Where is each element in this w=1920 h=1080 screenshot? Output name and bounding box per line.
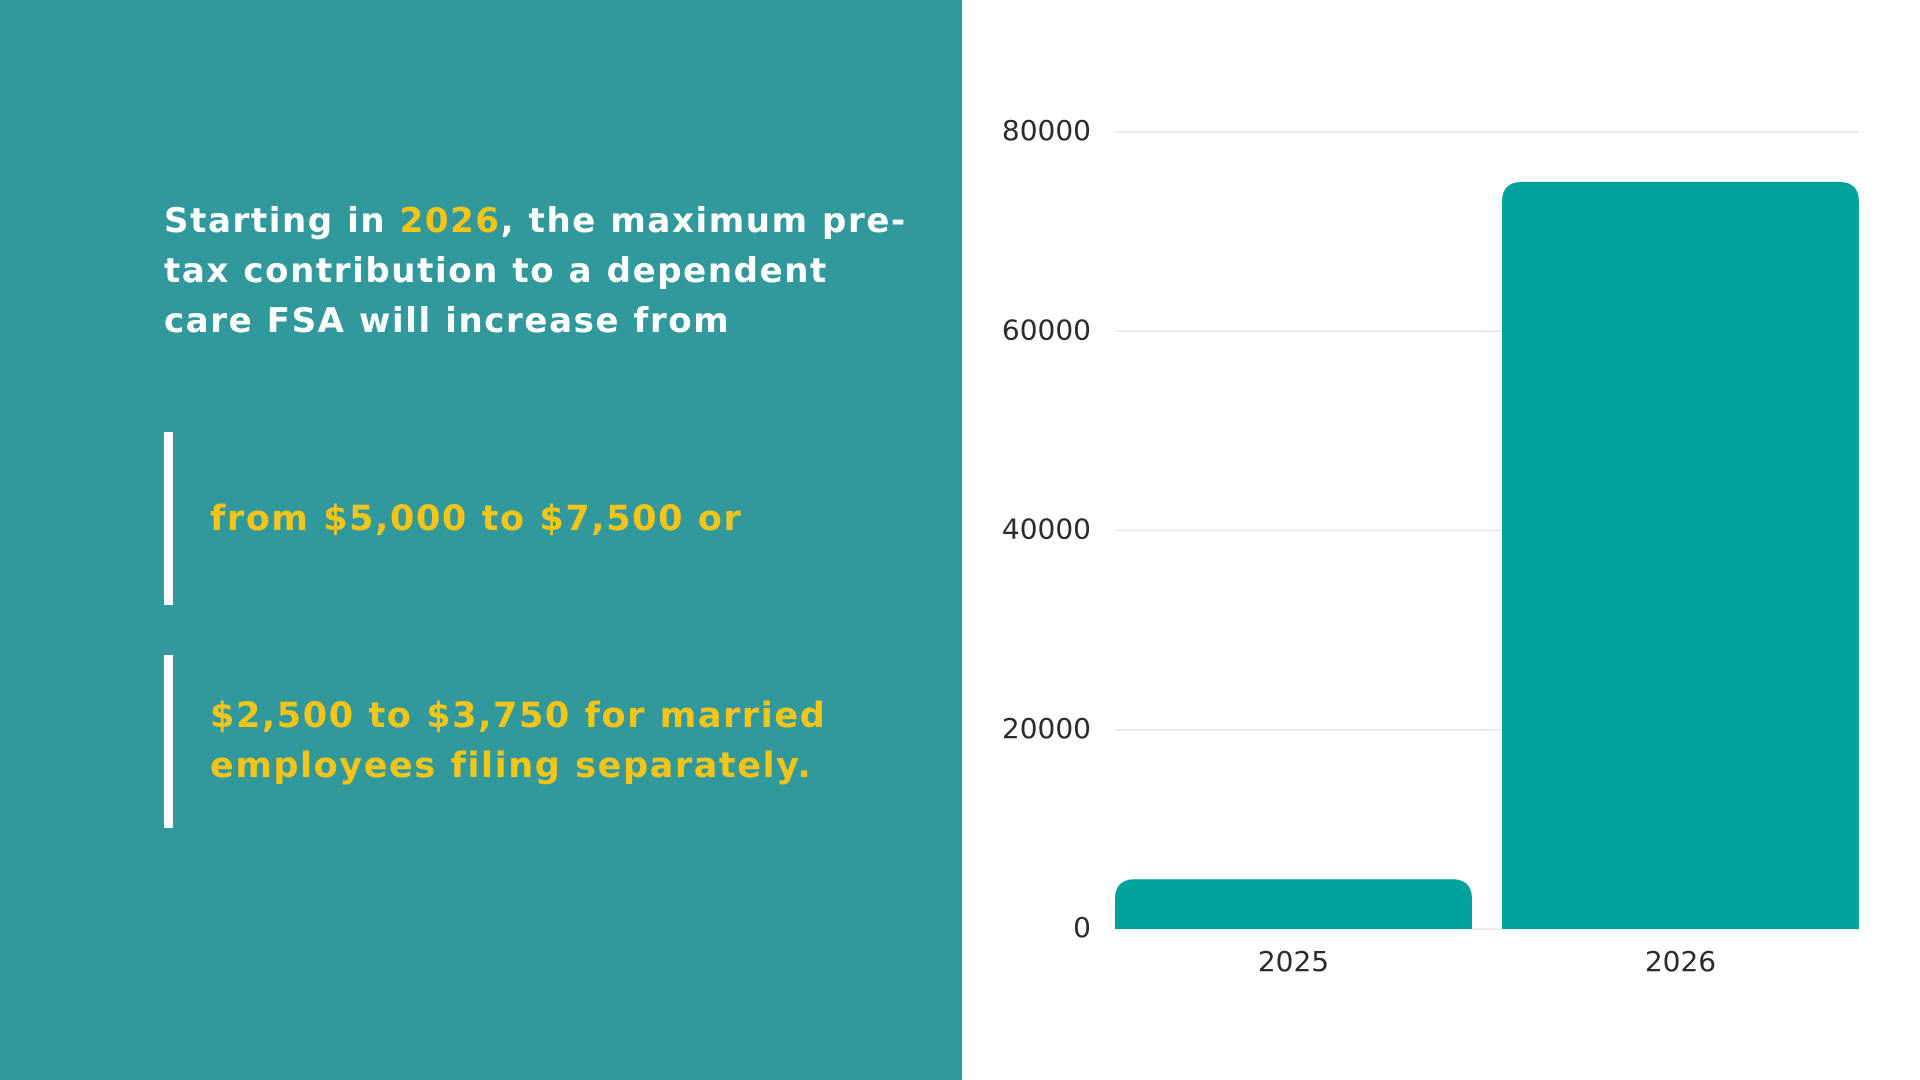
- bar-2025: [1115, 879, 1472, 929]
- info-panel: Starting in 2026, the maximum pre-tax co…: [0, 0, 962, 1080]
- y-tick-label: 60000: [1002, 313, 1091, 346]
- bar-2026: [1502, 181, 1859, 929]
- quote-block-primary: from $5,000 to $7,500 or: [164, 432, 864, 605]
- quote-text-primary: from $5,000 to $7,500 or: [210, 499, 743, 539]
- y-tick-label: 40000: [1002, 513, 1091, 546]
- quote-block-married-separately: $2,500 to $3,750 for married employees f…: [164, 655, 864, 828]
- x-tick-label-2025: 2025: [1258, 945, 1329, 978]
- quote-text-married-separately: $2,500 to $3,750 for married employees f…: [210, 696, 827, 786]
- headline-suffix: , the maximum pre-tax contribution to a …: [164, 201, 907, 341]
- y-tick-label: 0: [1073, 911, 1091, 944]
- headline-year: 2026: [399, 201, 501, 241]
- headline-prefix: Starting in: [164, 201, 400, 241]
- x-tick-label-2026: 2026: [1645, 945, 1716, 978]
- headline: Starting in 2026, the maximum pre-tax co…: [164, 196, 924, 346]
- bar-chart-svg: 0 20000 40000 60000 80000 2025 2026: [1002, 114, 1859, 978]
- bar-chart: 0 20000 40000 60000 80000 2025 2026: [962, 0, 1920, 1080]
- y-tick-label: 80000: [1002, 114, 1091, 147]
- y-tick-label: 20000: [1002, 712, 1091, 745]
